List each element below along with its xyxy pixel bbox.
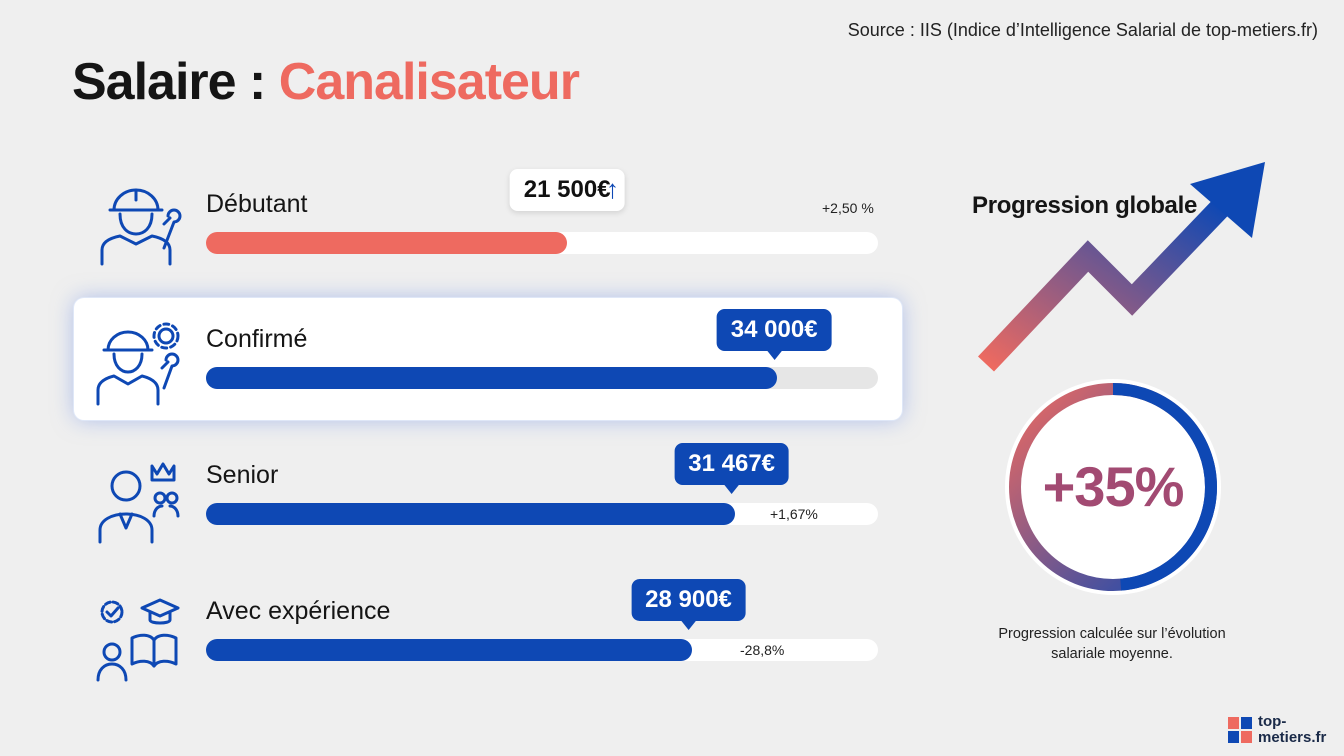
experience-book-icon — [92, 594, 182, 684]
progression-value: +35% — [1042, 455, 1185, 518]
value-label-senior: 31 467€ — [674, 443, 790, 494]
worker-wrench-icon — [92, 178, 182, 268]
bar-confirme — [206, 367, 778, 389]
logo-text: top-metiers.fr — [1258, 713, 1327, 746]
logo[interactable]: top-metiers.fr — [1228, 714, 1328, 748]
value-label-confirme: 34 000€ — [716, 309, 832, 360]
progression-note: Progression calculée sur l’évolution sal… — [998, 626, 1226, 662]
bar-avec-experience — [206, 639, 692, 661]
logo-mark-icon — [1228, 717, 1252, 743]
row-label-confirme: Confirmé — [206, 325, 308, 353]
progression-title: Progression globale — [972, 192, 1198, 219]
change-senior: +1,67% — [770, 506, 818, 522]
page-title: Salaire : Canalisateur — [72, 52, 580, 112]
title-prefix: Salaire : — [72, 53, 279, 111]
worker-gear-icon — [92, 318, 182, 408]
title-accent: Canalisateur — [278, 53, 580, 111]
source-note: Source : IIS (Indice d’Intelligence Sala… — [847, 20, 1318, 40]
bar-track-senior — [206, 503, 878, 525]
bar-debutant — [206, 232, 568, 254]
row-label-avec-experience: Avec expérience — [206, 597, 391, 625]
bar-senior — [206, 503, 735, 525]
value-label-debutant: 21 500€ — [509, 169, 625, 211]
progression-ring: +35% — [1002, 376, 1224, 598]
row-label-senior: Senior — [206, 461, 279, 489]
trend-arrow-icon — [978, 162, 1265, 372]
bar-track-confirme — [206, 367, 878, 389]
value-label-avec-experience: 28 900€ — [631, 579, 746, 630]
change-debutant: +2,50 % — [822, 200, 874, 216]
row-label-debutant: Débutant — [206, 190, 308, 218]
change-avec-experience: -28,8% — [740, 642, 785, 658]
senior-crown-icon — [92, 456, 182, 546]
bar-track-debutant — [206, 232, 878, 254]
arrow-up-icon: ↑ — [606, 174, 619, 204]
bar-track-avec-experience — [206, 639, 878, 661]
